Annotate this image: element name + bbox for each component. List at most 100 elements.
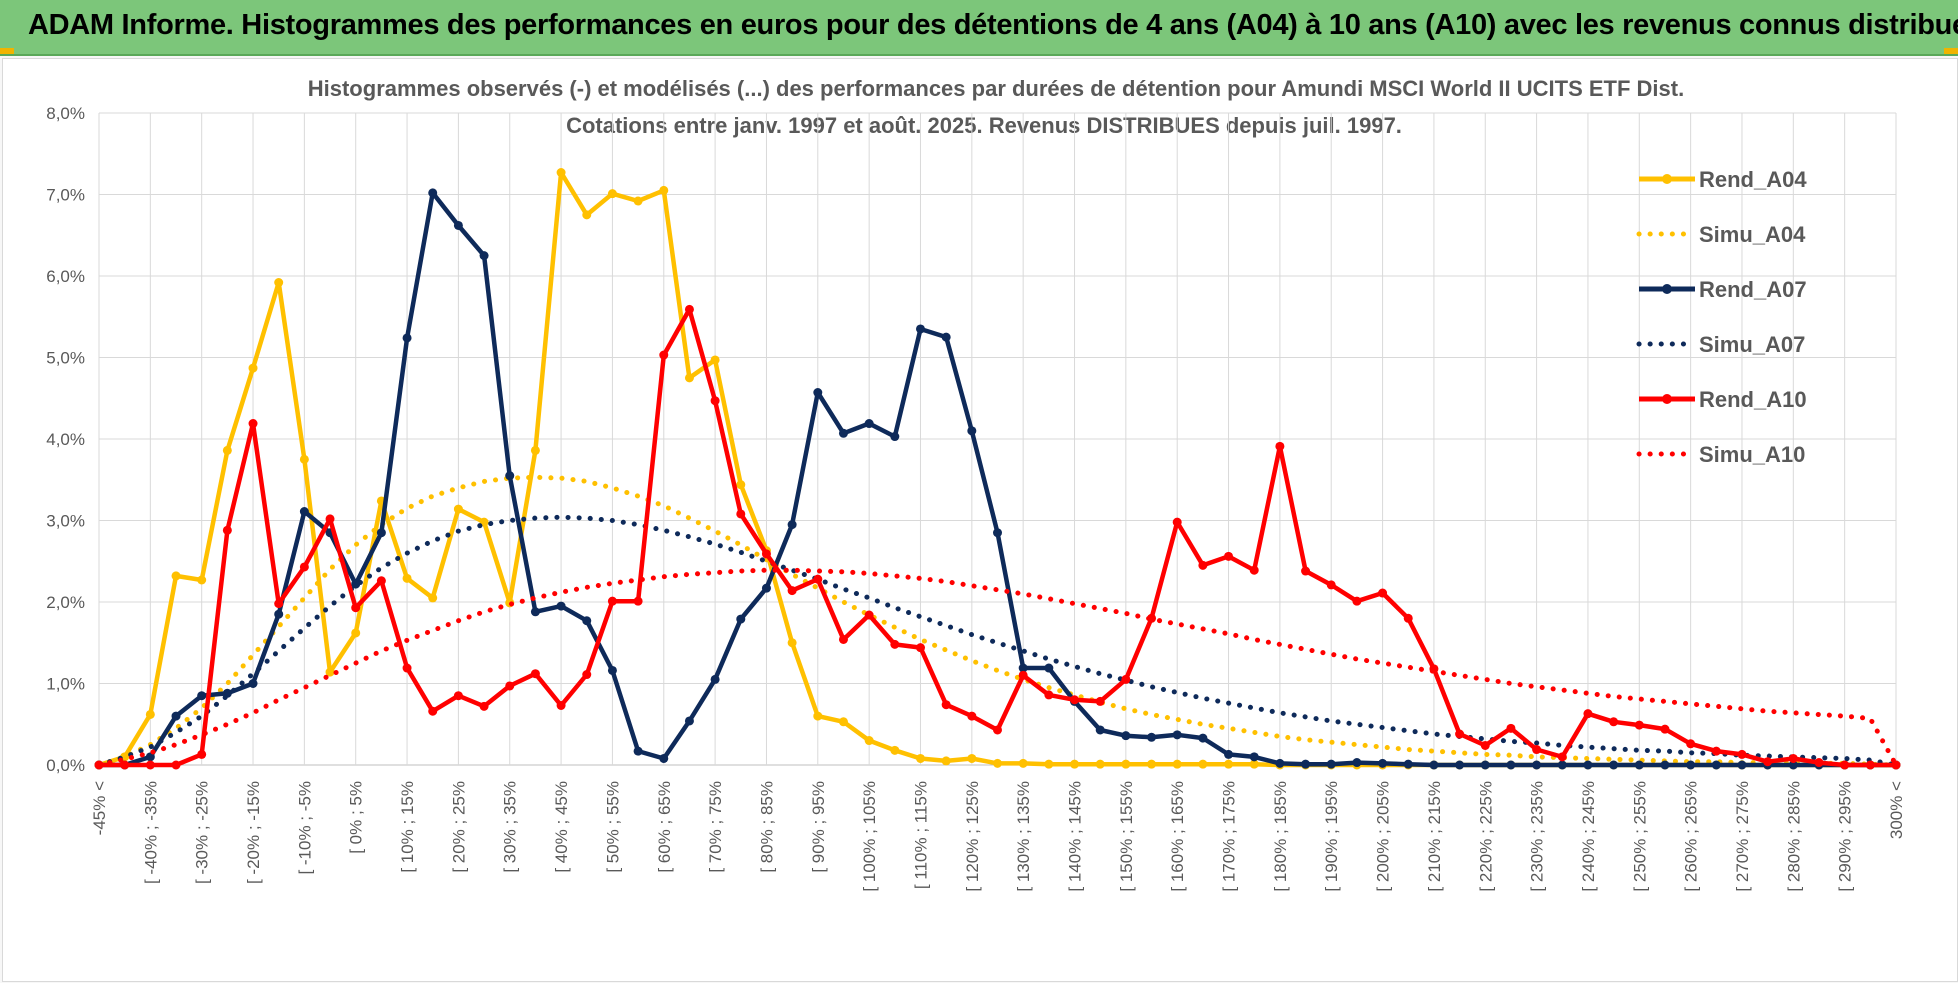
x-tick-label: [ 100% ; 105% [860, 781, 879, 892]
data-point [222, 525, 232, 535]
data-point [1224, 551, 1234, 561]
legend-item-simu-a04[interactable]: Simu_A04 [1636, 222, 1806, 247]
data-point [1532, 760, 1542, 770]
data-point [1532, 745, 1542, 755]
data-point [505, 471, 515, 481]
data-point [761, 549, 771, 559]
data-point [993, 758, 1002, 768]
legend-item-simu-a07[interactable]: Simu_A07 [1636, 332, 1805, 357]
data-point [197, 749, 207, 759]
data-point [1147, 732, 1157, 742]
y-tick-label: 4,0% [46, 430, 85, 449]
data-point [582, 670, 592, 680]
series-simu-a07 [96, 514, 1899, 768]
data-point [761, 583, 771, 593]
data-point [1480, 740, 1490, 750]
data-point [633, 746, 643, 756]
data-point [1378, 758, 1388, 768]
data-point [1737, 749, 1747, 759]
x-tick-label: [ 160% ; 165% [1168, 781, 1187, 892]
data-point [1301, 759, 1311, 769]
data-point [967, 426, 977, 436]
legend-item-rend-a04[interactable]: Rend_A04 [1639, 167, 1807, 192]
data-point [967, 711, 977, 721]
chart-subtitle: Cotations entre janv. 1997 et août. 2025… [566, 113, 1402, 138]
series-line [98, 170, 1896, 768]
data-point [1018, 758, 1028, 768]
data-point [1198, 733, 1208, 743]
data-point [1198, 560, 1208, 570]
x-tick-label: [ 50% ; 55% [603, 781, 622, 873]
x-tick-label: [ 130% ; 135% [1014, 781, 1033, 892]
x-axis-ticks: -45% < [ -40% ; -35% [ -30% ; -25% [ -20% ;… [90, 781, 1906, 892]
data-point [967, 753, 977, 763]
data-point [325, 667, 335, 677]
data-point [736, 614, 746, 624]
data-point [890, 432, 900, 442]
data-point [659, 185, 669, 195]
data-point [351, 603, 361, 613]
data-point [684, 304, 694, 314]
data-point [1070, 695, 1080, 705]
data-point [838, 634, 848, 644]
data-point [864, 419, 874, 429]
data-point [787, 520, 797, 530]
data-point [993, 725, 1002, 735]
data-point [1249, 752, 1259, 762]
y-tick-label: 8,0% [46, 104, 85, 123]
data-point [813, 574, 823, 584]
data-point [1660, 724, 1670, 734]
legend-item-rend-a10[interactable]: Rend_A10 [1639, 387, 1807, 412]
data-point [633, 596, 643, 606]
legend-label: Rend_A04 [1699, 167, 1807, 192]
data-point [684, 373, 694, 383]
data-point [530, 445, 540, 455]
data-point [1506, 760, 1516, 770]
data-point [248, 419, 258, 429]
data-point [1737, 760, 1747, 770]
data-point [838, 428, 848, 438]
x-tick-label: [ 150% ; 155% [1117, 781, 1136, 892]
data-point [556, 167, 566, 177]
data-point [274, 599, 284, 609]
y-tick-label: 6,0% [46, 267, 85, 286]
data-point [299, 507, 309, 517]
data-point [1352, 596, 1362, 606]
data-point [710, 674, 720, 684]
series-rend-a04 [94, 167, 1901, 770]
x-tick-label: [ 10% ; 15% [398, 781, 417, 873]
chart-area: Histogrammes observés (-) et modélisés (… [2, 58, 1958, 982]
data-point [325, 514, 335, 524]
report-title: ADAM Informe. Histogrammes des performan… [28, 9, 1958, 41]
data-point [1095, 696, 1105, 706]
x-tick-label: [ 270% ; 275% [1733, 781, 1752, 892]
data-point [941, 700, 951, 710]
series-line [99, 190, 1896, 768]
data-point [505, 681, 515, 691]
data-point [222, 445, 232, 455]
data-point [736, 509, 746, 519]
x-tick-label: [ 170% ; 175% [1220, 781, 1239, 892]
data-point [607, 665, 617, 675]
data-point [915, 324, 925, 334]
data-point [1480, 760, 1490, 770]
legend-item-rend-a07[interactable]: Rend_A07 [1639, 277, 1807, 302]
data-point [1352, 758, 1362, 768]
data-point [710, 396, 720, 406]
data-point [1224, 759, 1234, 769]
data-point [1095, 759, 1105, 769]
data-point [1018, 670, 1028, 680]
x-tick-label: [ 290% ; 295% [1836, 781, 1855, 892]
data-point [145, 760, 155, 770]
data-point [556, 601, 566, 611]
series-layer [94, 167, 1901, 770]
data-point [1044, 690, 1054, 700]
legend-item-simu-a10[interactable]: Simu_A10 [1636, 442, 1805, 467]
data-point [453, 504, 463, 514]
data-point [659, 350, 669, 360]
legend[interactable]: Rend_A04 Simu_A04 Rend_A07 Simu_A07 Rend_A10… [1636, 167, 1807, 467]
data-point [197, 691, 207, 701]
data-point [582, 616, 592, 626]
data-point [864, 610, 874, 620]
